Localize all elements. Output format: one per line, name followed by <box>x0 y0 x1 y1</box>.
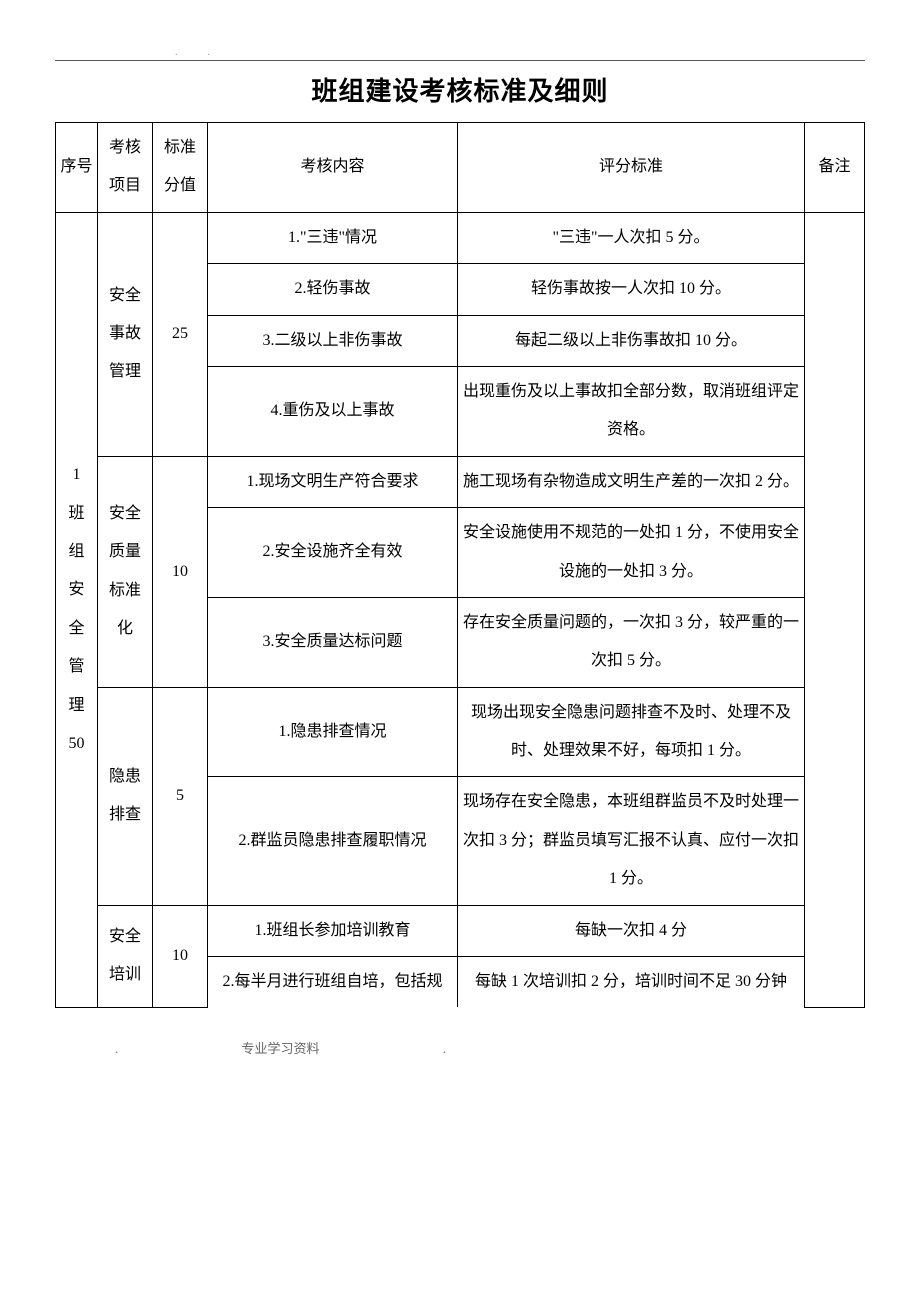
content-cell: 2.轻伤事故 <box>208 264 458 315</box>
standard-cell: 安全设施使用不规范的一处扣 1 分，不使用安全设施的一处扣 3 分。 <box>458 508 805 598</box>
table-row: 安全培训 10 1.班组长参加培训教育 每缺一次扣 4 分 <box>56 905 865 956</box>
section-score-cell: 10 <box>153 905 208 1007</box>
col-header-content: 考核内容 <box>208 123 458 213</box>
footer-left: . <box>115 1041 118 1057</box>
section-item-cell: 安全事故管理 <box>98 212 153 456</box>
content-cell: 1.班组长参加培训教育 <box>208 905 458 956</box>
standard-cell: "三违"一人次扣 5 分。 <box>458 212 805 263</box>
standard-cell: 每缺一次扣 4 分 <box>458 905 805 956</box>
standard-cell: 施工现场有杂物造成文明生产差的一次扣 2 分。 <box>458 456 805 507</box>
standard-cell: 出现重伤及以上事故扣全部分数，取消班组评定资格。 <box>458 366 805 456</box>
content-cell: 1.现场文明生产符合要求 <box>208 456 458 507</box>
footer-right: . <box>443 1041 446 1057</box>
page: 班组建设考核标准及细则 序号 考核项目 标准分值 考核内容 评分标准 备注 1 … <box>0 0 920 1097</box>
group-seq-cell: 1 班 组 安 全 管 理 50 <box>56 212 98 1007</box>
section-score-cell: 10 <box>153 456 208 687</box>
section-score-cell: 25 <box>153 212 208 456</box>
table-row: 1 班 组 安 全 管 理 50 安全事故管理 25 1."三违"情况 "三违"… <box>56 212 865 263</box>
section-item-cell: 安全培训 <box>98 905 153 1007</box>
note-cell <box>805 212 865 1007</box>
standard-cell: 每缺 1 次培训扣 2 分，培训时间不足 30 分钟 <box>458 957 805 1008</box>
content-cell: 3.二级以上非伤事故 <box>208 315 458 366</box>
standard-cell: 每起二级以上非伤事故扣 10 分。 <box>458 315 805 366</box>
section-item-cell: 隐患排查 <box>98 687 153 905</box>
standard-cell: 存在安全质量问题的，一次扣 3 分，较严重的一次扣 5 分。 <box>458 597 805 687</box>
col-header-score: 标准分值 <box>153 123 208 213</box>
col-header-note: 备注 <box>805 123 865 213</box>
section-item-cell: 安全质量标准化 <box>98 456 153 687</box>
table-row: 安全质量标准化 10 1.现场文明生产符合要求 施工现场有杂物造成文明生产差的一… <box>56 456 865 507</box>
col-header-seq: 序号 <box>56 123 98 213</box>
footer-mid: 专业学习资料 <box>242 1038 320 1057</box>
content-cell: 3.安全质量达标问题 <box>208 597 458 687</box>
header-rule <box>55 60 865 61</box>
content-cell: 4.重伤及以上事故 <box>208 366 458 456</box>
content-cell: 2.每半月进行班组自培，包括规 <box>208 957 458 1008</box>
col-header-item: 考核项目 <box>98 123 153 213</box>
table-body: 1 班 组 安 全 管 理 50 安全事故管理 25 1."三违"情况 "三违"… <box>56 212 865 1007</box>
standard-cell: 现场出现安全隐患问题排查不及时、处理不及时、处理效果不好，每项扣 1 分。 <box>458 687 805 777</box>
table-header-row: 序号 考核项目 标准分值 考核内容 评分标准 备注 <box>56 123 865 213</box>
page-footer: . 专业学习资料 . <box>55 1038 865 1057</box>
page-title: 班组建设考核标准及细则 <box>55 71 865 108</box>
standard-cell: 现场存在安全隐患，本班组群监员不及时处理一次扣 3 分；群监员填写汇报不认真、应… <box>458 777 805 905</box>
content-cell: 2.安全设施齐全有效 <box>208 508 458 598</box>
col-header-standard: 评分标准 <box>458 123 805 213</box>
content-cell: 1."三违"情况 <box>208 212 458 263</box>
content-cell: 2.群监员隐患排查履职情况 <box>208 777 458 905</box>
standard-cell: 轻伤事故按一人次扣 10 分。 <box>458 264 805 315</box>
content-cell: 1.隐患排查情况 <box>208 687 458 777</box>
table-row: 隐患排查 5 1.隐患排查情况 现场出现安全隐患问题排查不及时、处理不及时、处理… <box>56 687 865 777</box>
assessment-table: 序号 考核项目 标准分值 考核内容 评分标准 备注 1 班 组 安 全 管 理 … <box>55 122 865 1008</box>
section-score-cell: 5 <box>153 687 208 905</box>
